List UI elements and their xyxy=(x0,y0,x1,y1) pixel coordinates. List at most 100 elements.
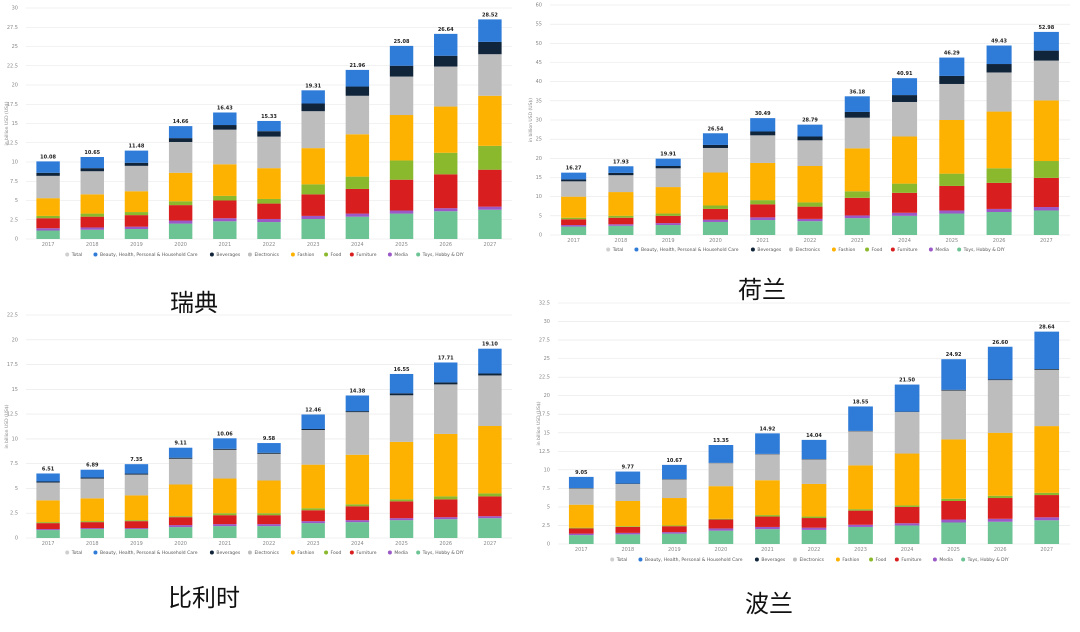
bar-segment xyxy=(257,203,281,219)
bar-segment xyxy=(662,464,687,480)
bar-segment xyxy=(615,500,641,527)
legend-label: Electronics xyxy=(799,557,824,563)
bar-segment xyxy=(987,518,1013,522)
x-tick-label: 2019 xyxy=(130,541,143,547)
bar-segment xyxy=(301,510,325,522)
legend-swatch xyxy=(93,550,98,555)
legend-swatch xyxy=(865,247,870,252)
bar-segment xyxy=(478,206,502,210)
x-tick-label: 2024 xyxy=(901,547,914,553)
bar-segment xyxy=(702,144,728,148)
bar-total-label: 10.08 xyxy=(40,154,56,160)
bar-segment xyxy=(80,156,104,169)
bar-segment xyxy=(986,182,1012,209)
bar-segment xyxy=(345,134,370,177)
bar-total-label: 12.46 xyxy=(305,408,321,414)
bar-segment xyxy=(755,480,780,516)
bar-segment xyxy=(124,165,149,192)
y-tick-label: 2.5 xyxy=(542,523,550,529)
bar-segment xyxy=(168,527,193,538)
legend-swatch xyxy=(610,557,615,562)
bar-segment xyxy=(848,406,873,431)
bar-segment xyxy=(36,228,60,231)
bar-segment xyxy=(80,528,104,530)
bar-segment xyxy=(1033,210,1059,235)
bar-segment xyxy=(797,136,823,141)
y-tick-label: 15 xyxy=(536,175,542,181)
bar-total-label: 25.08 xyxy=(394,39,410,45)
bar-segment xyxy=(80,216,104,228)
bar-total-label: 9.11 xyxy=(174,441,187,447)
bar-segment xyxy=(561,196,587,218)
legend-label: Total xyxy=(71,252,83,258)
x-tick-label: 2017 xyxy=(42,242,55,248)
legend-label: Food xyxy=(331,550,342,556)
x-tick-label: 2027 xyxy=(1040,547,1053,553)
y-axis-label: in billion USD (US$) xyxy=(4,404,10,448)
legend-label: Media xyxy=(935,247,949,253)
bar-segment xyxy=(894,525,920,544)
bar-segment xyxy=(213,478,237,514)
bar-segment xyxy=(301,508,325,511)
legend-label: Toys, Hobby & DIY xyxy=(963,247,1005,253)
bar-segment xyxy=(36,473,60,482)
bar-segment xyxy=(702,208,728,220)
bar-segment xyxy=(986,212,1012,235)
bar-segment xyxy=(389,160,414,180)
bar-segment xyxy=(124,528,149,530)
legend-swatch xyxy=(324,252,329,257)
bar-segment xyxy=(655,223,681,226)
bar-total-label: 15.33 xyxy=(261,114,277,120)
x-tick-label: 2027 xyxy=(484,242,497,248)
bar-segment xyxy=(257,136,281,169)
legend-label: Fashion xyxy=(297,252,314,258)
legend-swatch xyxy=(209,252,214,257)
legend-label: Beauty, Health, Personal & Household Car… xyxy=(100,252,198,258)
bar-segment xyxy=(434,66,458,107)
legend-swatch xyxy=(290,252,295,257)
legend-label: Food xyxy=(876,557,887,563)
bar-segment xyxy=(345,504,370,507)
bar-segment xyxy=(986,64,1012,73)
bar-segment xyxy=(939,173,965,186)
bar-total-label: 6.51 xyxy=(42,466,55,472)
bar-segment xyxy=(257,198,281,204)
legend-label: Electronics xyxy=(254,252,279,258)
bar-segment xyxy=(434,208,458,212)
bar-segment xyxy=(608,225,634,235)
bar-segment xyxy=(345,69,370,87)
bar-segment xyxy=(750,204,776,218)
bar-segment xyxy=(213,221,237,239)
legend-swatch xyxy=(788,247,793,252)
bar-segment xyxy=(168,223,193,239)
bar-segment xyxy=(80,229,104,239)
x-tick-label: 2024 xyxy=(351,242,364,248)
bar-segment xyxy=(36,161,60,173)
y-tick-label: 20 xyxy=(12,337,18,343)
chart-sweden: 0 2.5 5 7.5 10 12.5 15 17.5 20 22.5 25 27.5 30 in bil… xyxy=(4,6,512,258)
bar-segment xyxy=(301,428,325,430)
bar-total-label: 21.96 xyxy=(349,63,365,69)
legend-label: Media xyxy=(939,557,953,563)
bar-segment xyxy=(568,533,594,536)
bar-segment xyxy=(301,194,325,216)
bar-segment xyxy=(345,95,370,135)
x-tick-label: 2021 xyxy=(756,238,769,244)
bar-total-label: 52.98 xyxy=(1038,25,1054,31)
bar-segment xyxy=(844,197,870,216)
bar-segment xyxy=(213,438,237,449)
bar-segment xyxy=(36,230,60,239)
bar-segment xyxy=(1033,207,1059,211)
y-tick-label: 30 xyxy=(544,319,550,325)
bar-segment xyxy=(168,525,193,528)
x-tick-label: 2025 xyxy=(395,242,408,248)
bar-segment xyxy=(844,218,870,235)
bar-segment xyxy=(389,179,414,211)
bar-segment xyxy=(434,517,458,520)
bar-segment xyxy=(124,226,149,229)
bar-segment xyxy=(655,225,681,235)
bar-segment xyxy=(168,138,193,142)
bar-segment xyxy=(257,480,281,514)
legend-swatch xyxy=(890,247,895,252)
y-tick-label: 22.5 xyxy=(539,375,550,381)
